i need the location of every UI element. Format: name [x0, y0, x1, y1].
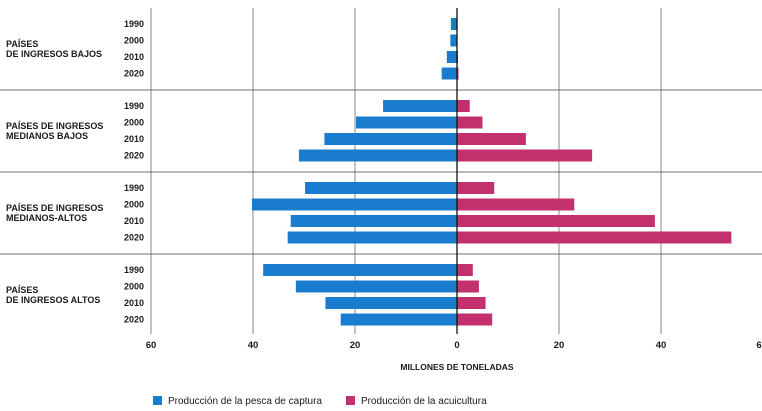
group-label: PAÍSES: [6, 285, 38, 295]
bar-aquaculture: [457, 297, 486, 309]
bar-capture: [340, 313, 457, 326]
bar-aquaculture: [457, 264, 473, 276]
year-label: 2000: [124, 36, 144, 46]
bars: [251, 18, 732, 326]
year-label: 1990: [124, 19, 144, 29]
year-label: 2010: [124, 134, 144, 144]
bar-aquaculture: [457, 182, 495, 194]
bar-aquaculture: [457, 198, 575, 211]
year-label: 1990: [124, 265, 144, 275]
x-tick-label: 40: [248, 340, 259, 351]
year-label: 2020: [124, 315, 144, 325]
gridlines: [150, 8, 662, 334]
bar-capture: [251, 198, 457, 211]
bar-aquaculture: [457, 231, 732, 244]
bar-capture: [295, 280, 457, 293]
year-label: 1990: [124, 101, 144, 111]
legend-label-capture: Producción de la pesca de captura: [168, 396, 322, 407]
legend-label-aquaculture: Producción de la acuicultura: [361, 396, 487, 407]
bar-capture: [441, 67, 457, 80]
group-label: MEDIANOS BAJOS: [6, 131, 88, 141]
year-label: 2010: [124, 298, 144, 308]
x-tick-label: 40: [656, 340, 667, 351]
bar-aquaculture: [457, 133, 526, 145]
bar-capture: [298, 149, 457, 162]
year-label: 2000: [124, 282, 144, 292]
year-label: 2000: [124, 200, 144, 210]
year-label: 2020: [124, 69, 144, 79]
year-label: 2020: [124, 151, 144, 161]
bar-aquaculture: [457, 215, 655, 227]
bar-capture: [305, 182, 457, 194]
group-label: PAÍSES: [6, 39, 38, 49]
bar-capture: [325, 297, 457, 309]
bar-aquaculture: [457, 149, 593, 162]
year-label: 2010: [124, 216, 144, 226]
legend-swatch-capture: [153, 396, 162, 405]
bar-capture: [450, 34, 457, 47]
x-tick-label: 20: [554, 340, 565, 351]
bar-aquaculture: [457, 313, 493, 326]
year-label: 2020: [124, 233, 144, 243]
group-label: DE INGRESOS ALTOS: [6, 295, 100, 305]
group-label: MEDIANOS-ALTOS: [6, 213, 87, 223]
year-label: 2010: [124, 52, 144, 62]
group-label: PAÍSES DE INGRESOS: [6, 121, 103, 131]
legend: Producción de la pesca de captura Producc…: [153, 396, 487, 407]
x-tick-label: 0: [454, 340, 459, 351]
year-label: 2000: [124, 118, 144, 128]
x-tick-label: 60: [146, 340, 157, 351]
year-labels: 1990 2000 2010 2020 1990 2000 2010 2020 1990 2000…: [124, 19, 144, 325]
bar-capture: [450, 18, 457, 30]
x-tick-label: 20: [350, 340, 361, 351]
bar-capture: [383, 100, 457, 112]
bar-capture: [287, 231, 457, 244]
x-tick-label: 6: [756, 340, 761, 351]
bar-aquaculture: [457, 100, 470, 112]
x-tick-labels: 60 40 20 0 20 40 6: [146, 340, 762, 351]
bar-aquaculture: [457, 67, 459, 80]
bar-capture: [356, 116, 457, 129]
bar-capture: [446, 51, 457, 63]
bar-aquaculture: [457, 116, 483, 129]
x-axis-label: MILLONES DE TONELADAS: [400, 362, 514, 372]
bar-aquaculture: [457, 280, 479, 293]
bar-capture: [290, 215, 457, 227]
legend-swatch-aquaculture: [346, 396, 355, 405]
group-label: PAÍSES DE INGRESOS: [6, 203, 103, 213]
group-separators: [0, 89, 762, 255]
bar-capture: [263, 264, 457, 276]
year-label: 1990: [124, 183, 144, 193]
group-label: DE INGRESOS BAJOS: [6, 49, 102, 59]
bar-capture: [324, 133, 457, 145]
